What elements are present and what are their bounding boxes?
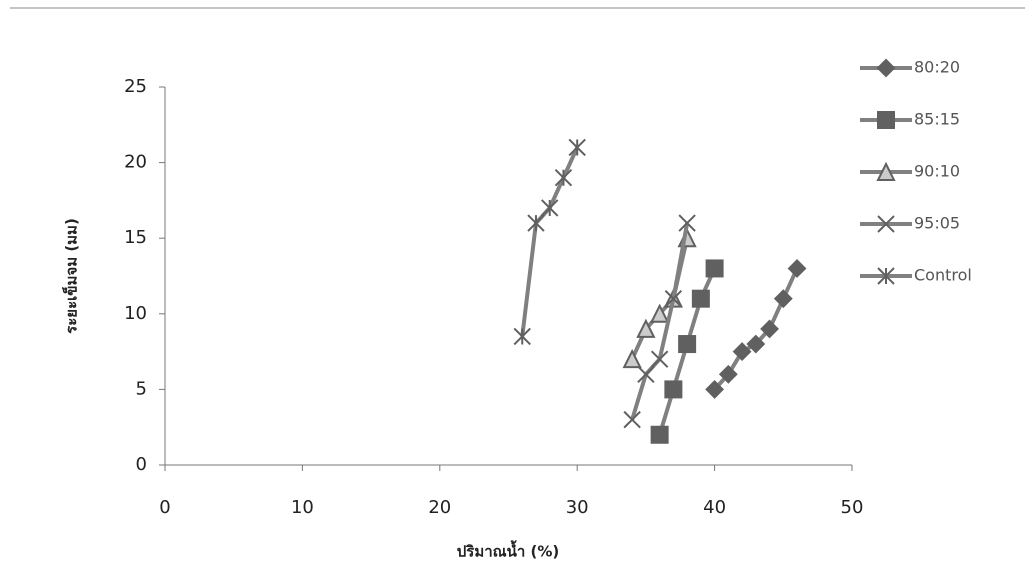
- x-tick-label: 20: [428, 497, 451, 518]
- x-tick-label: 40: [703, 497, 726, 518]
- y-tick-label: 15: [124, 227, 147, 248]
- y-tick-label: 5: [136, 378, 147, 399]
- x-axis-title: ปริมาณน้ำ (%): [457, 540, 559, 561]
- marker: [622, 348, 642, 369]
- x-tick-label: 0: [159, 497, 170, 518]
- y-tick-label: 20: [124, 152, 147, 173]
- marker: [513, 327, 531, 346]
- marker: [705, 259, 724, 278]
- y-tick-label: 0: [136, 454, 147, 475]
- marker: [877, 111, 895, 129]
- marker: [773, 289, 793, 309]
- marker: [746, 334, 766, 354]
- y-tick-label: 25: [124, 76, 147, 97]
- legend-label: 85:15: [914, 110, 960, 129]
- y-axis-title: ระยะเข็มจม (มม): [62, 218, 81, 334]
- marker: [877, 267, 895, 285]
- marker: [876, 58, 896, 78]
- marker: [664, 380, 683, 399]
- marker: [623, 410, 641, 429]
- marker: [678, 214, 696, 232]
- x-tick-label: 30: [566, 497, 589, 518]
- marker: [541, 199, 559, 217]
- marker: [636, 318, 656, 338]
- marker: [637, 365, 655, 383]
- x-tick-label: 10: [291, 497, 314, 518]
- marker: [650, 425, 669, 444]
- marker: [787, 259, 807, 278]
- marker: [527, 214, 545, 232]
- legend-label: 90:10: [914, 162, 960, 181]
- marker: [876, 161, 896, 181]
- marker: [650, 303, 670, 323]
- legend-label: Control: [914, 266, 972, 285]
- marker: [568, 138, 586, 157]
- marker: [664, 289, 683, 308]
- marker: [691, 289, 710, 308]
- y-tick-label: 10: [124, 303, 147, 324]
- marker: [554, 169, 573, 187]
- marker: [760, 319, 779, 339]
- marker: [678, 335, 697, 354]
- x-tick-label: 50: [841, 497, 864, 518]
- marker: [732, 342, 752, 362]
- marker: [705, 379, 725, 399]
- marker: [718, 364, 738, 384]
- marker: [650, 350, 669, 368]
- legend-label: 95:05: [914, 214, 960, 233]
- marker: [877, 215, 895, 233]
- legend-label: 80:20: [914, 58, 960, 77]
